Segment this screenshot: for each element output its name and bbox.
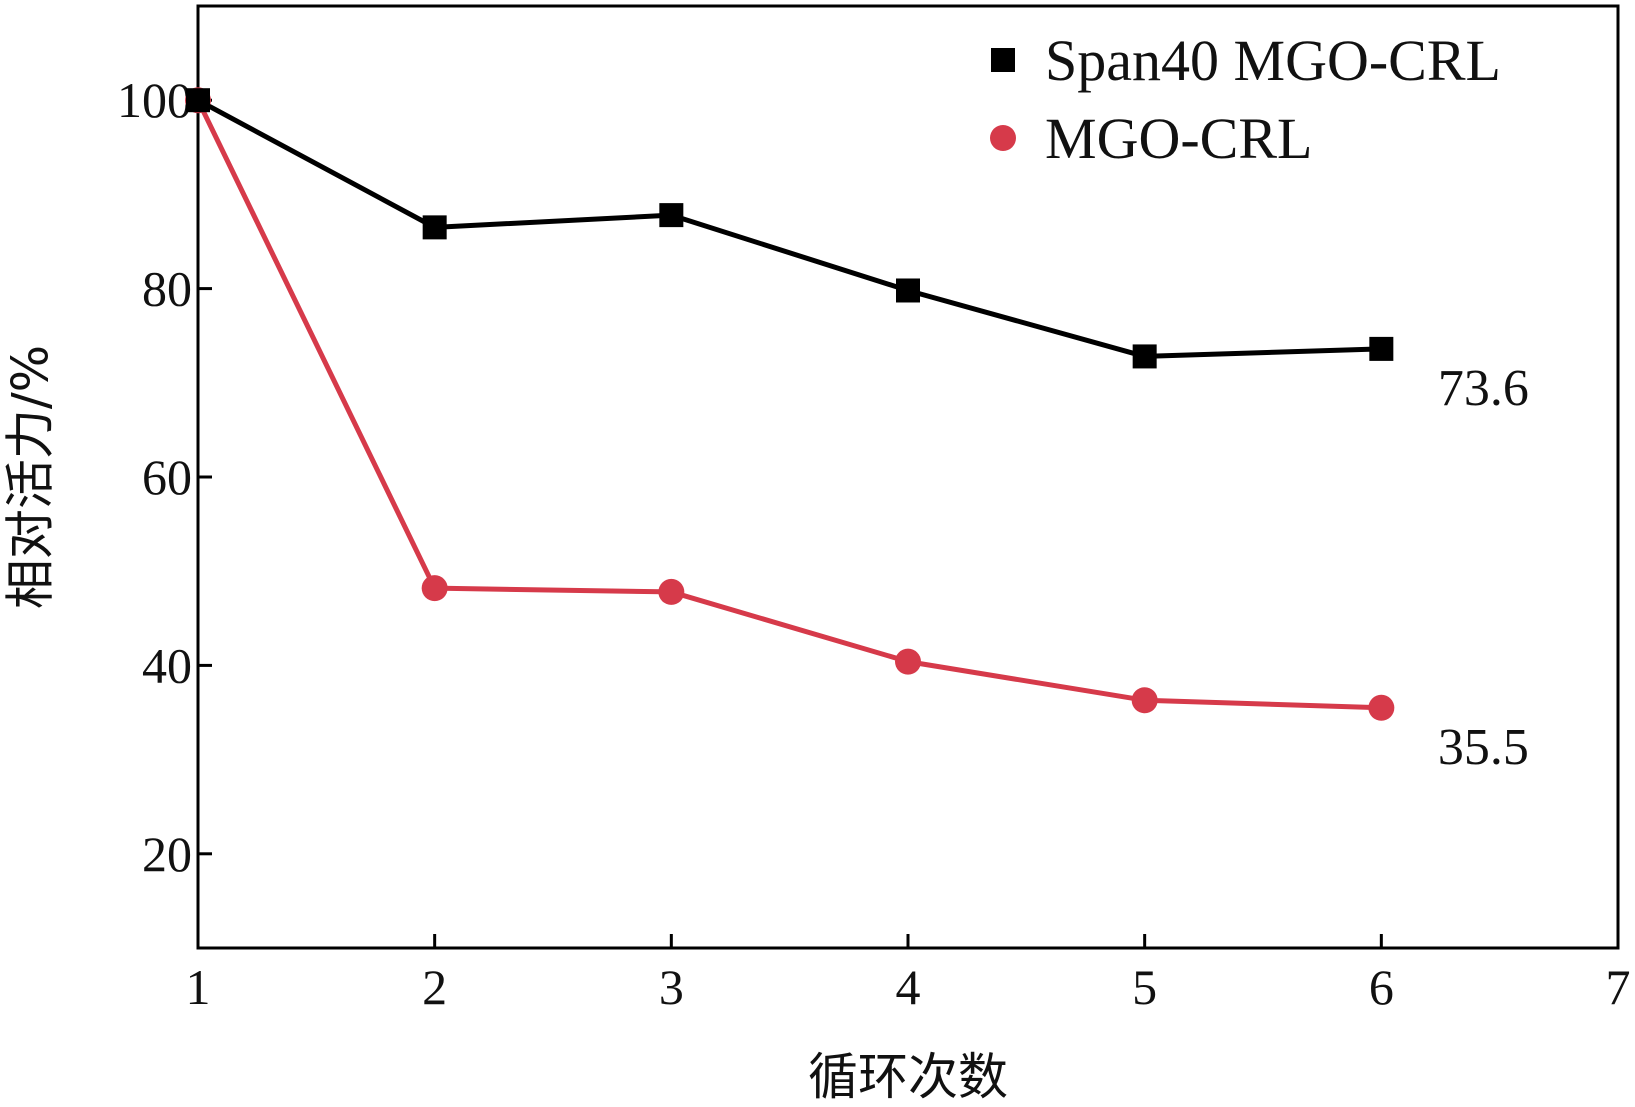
point-series0-2 [659,203,684,228]
y-tick-label-3: 80 [142,261,192,317]
series-line-0 [196,97,1382,359]
data-label-0: 73.6 [1438,360,1529,417]
legend-label-0: Span40 MGO-CRL [1045,28,1501,93]
x-tick-label-0: 1 [186,959,211,1015]
legend-marker-0 [991,48,1015,72]
point-series0-4 [1132,344,1157,369]
y-tick-label-1: 40 [142,637,192,693]
plot-frame [196,4,1620,950]
point-series0-5 [1369,336,1394,361]
legend-marker-1 [990,125,1016,151]
x-tick-label-6: 7 [1606,959,1631,1015]
x-tick-label-5: 6 [1369,959,1394,1015]
series-line-1 [195,99,1382,711]
point-series1-1 [421,575,448,602]
point-series0-1 [422,215,447,240]
x-tick-label-4: 5 [1132,959,1157,1015]
legend-label-1: MGO-CRL [1045,106,1312,171]
point-series0-0 [186,88,210,113]
y-axis-title: 相对活力/% [2,345,60,609]
series-layer [185,87,1395,721]
y-tick-label-2: 60 [142,449,192,505]
legend: Span40 MGO-CRL MGO-CRL [990,28,1501,171]
x-tick-label-2: 3 [659,959,684,1015]
x-axis-title: 循环次数 [808,1048,1008,1106]
plot-axes: 1 2 3 4 5 6 7 20 40 60 80 100 [117,4,1631,1015]
point-series1-3 [895,648,921,675]
y-tick-label-4: 100 [117,72,192,128]
annotations: 73.6 35.5 [1438,360,1529,776]
point-series1-4 [1131,687,1158,714]
y-tick-label-0: 20 [142,826,192,882]
x-tick-label-1: 2 [422,959,447,1015]
point-series0-3 [896,278,920,303]
point-series1-2 [658,578,685,605]
x-tick-label-3: 4 [896,959,921,1015]
data-label-1: 35.5 [1438,719,1529,776]
point-series1-5 [1368,694,1395,721]
